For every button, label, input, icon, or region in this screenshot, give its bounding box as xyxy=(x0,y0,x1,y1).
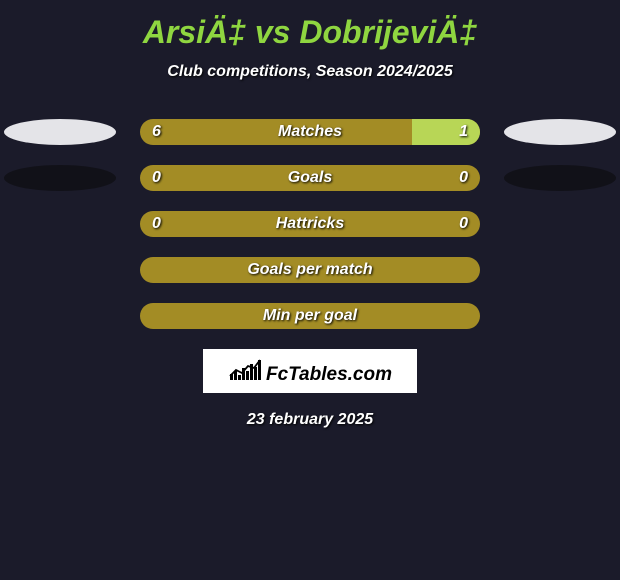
shadow-left xyxy=(4,165,116,191)
stat-row: 6Matches1 xyxy=(4,119,616,145)
stat-label: Goals per match xyxy=(140,257,480,283)
stat-label: Matches xyxy=(140,119,480,145)
stat-bar: 0Goals0 xyxy=(140,165,480,191)
comparison-bars: 6Matches10Goals00Hattricks0Goals per mat… xyxy=(0,119,620,329)
stat-right-value: 0 xyxy=(459,211,468,237)
logo-badge: FcTables.com xyxy=(203,349,417,393)
shadow-right xyxy=(504,165,616,191)
shadow-left xyxy=(4,119,116,145)
shadow-right xyxy=(504,119,616,145)
logo-text: FcTables.com xyxy=(266,364,392,386)
footer-date: 23 february 2025 xyxy=(0,411,620,429)
stat-label: Min per goal xyxy=(140,303,480,329)
shadow-right xyxy=(504,303,616,329)
shadow-left xyxy=(4,211,116,237)
shadow-right xyxy=(504,211,616,237)
stat-bar: Min per goal xyxy=(140,303,480,329)
stat-right-value: 1 xyxy=(459,119,468,145)
page-subtitle: Club competitions, Season 2024/2025 xyxy=(0,63,620,81)
stat-row: 0Hattricks0 xyxy=(4,211,616,237)
stat-bar: Goals per match xyxy=(140,257,480,283)
stat-bar: 6Matches1 xyxy=(140,119,480,145)
shadow-left xyxy=(4,303,116,329)
shadow-right xyxy=(504,257,616,283)
stat-row: Min per goal xyxy=(4,303,616,329)
stat-row: Goals per match xyxy=(4,257,616,283)
logo-chart-icon xyxy=(228,356,262,380)
stat-label: Goals xyxy=(140,165,480,191)
stat-right-value: 0 xyxy=(459,165,468,191)
stat-bar: 0Hattricks0 xyxy=(140,211,480,237)
stat-row: 0Goals0 xyxy=(4,165,616,191)
stat-label: Hattricks xyxy=(140,211,480,237)
shadow-left xyxy=(4,257,116,283)
page-title: ArsiÄ‡ vs DobrijeviÄ‡ xyxy=(0,0,620,51)
